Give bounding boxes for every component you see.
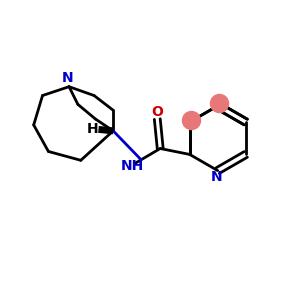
Text: NH: NH [121, 159, 144, 173]
Text: O: O [151, 105, 163, 119]
Text: N: N [62, 71, 74, 85]
Text: N: N [210, 170, 222, 184]
Text: H: H [87, 122, 98, 136]
